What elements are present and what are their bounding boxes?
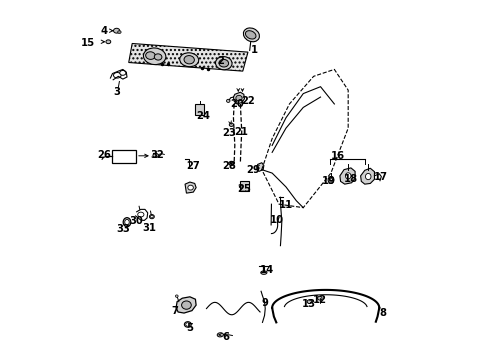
- Ellipse shape: [260, 271, 266, 274]
- Ellipse shape: [317, 296, 322, 300]
- Ellipse shape: [235, 95, 242, 101]
- Text: 21: 21: [234, 127, 247, 137]
- Ellipse shape: [219, 59, 228, 67]
- Text: 16: 16: [330, 151, 344, 161]
- Polygon shape: [128, 44, 247, 71]
- Ellipse shape: [175, 295, 178, 297]
- Ellipse shape: [120, 71, 126, 75]
- Ellipse shape: [124, 219, 129, 225]
- Ellipse shape: [185, 323, 189, 326]
- Text: 5: 5: [185, 323, 192, 333]
- Polygon shape: [360, 168, 374, 184]
- Ellipse shape: [106, 40, 110, 44]
- Ellipse shape: [187, 185, 193, 190]
- Text: 15: 15: [81, 39, 95, 49]
- Ellipse shape: [365, 174, 370, 180]
- Polygon shape: [184, 182, 196, 193]
- Ellipse shape: [154, 54, 162, 60]
- Ellipse shape: [329, 178, 332, 182]
- Ellipse shape: [180, 53, 198, 67]
- Text: 32: 32: [150, 150, 164, 160]
- Bar: [195, 104, 203, 115]
- Text: 7: 7: [171, 306, 178, 316]
- Bar: [240, 181, 249, 191]
- Text: 13: 13: [301, 300, 315, 309]
- Polygon shape: [256, 163, 264, 171]
- Ellipse shape: [150, 215, 153, 218]
- Text: 20: 20: [230, 99, 244, 109]
- Bar: [112, 150, 136, 163]
- Polygon shape: [233, 92, 244, 104]
- Text: 30: 30: [129, 216, 143, 226]
- Ellipse shape: [245, 31, 255, 39]
- Text: 25: 25: [236, 184, 250, 194]
- Ellipse shape: [118, 31, 121, 33]
- Ellipse shape: [184, 322, 191, 327]
- Text: 4: 4: [101, 26, 108, 36]
- Text: 26: 26: [98, 150, 111, 160]
- Text: 12: 12: [312, 295, 326, 305]
- Ellipse shape: [243, 28, 259, 42]
- Text: 33: 33: [116, 224, 129, 234]
- Text: 17: 17: [373, 172, 387, 181]
- Ellipse shape: [215, 57, 232, 70]
- Ellipse shape: [345, 173, 350, 179]
- Ellipse shape: [181, 301, 191, 309]
- Ellipse shape: [113, 72, 121, 78]
- Text: 31: 31: [142, 224, 156, 233]
- Ellipse shape: [217, 333, 223, 337]
- Polygon shape: [339, 168, 354, 184]
- Ellipse shape: [113, 28, 120, 33]
- Text: 28: 28: [222, 161, 236, 171]
- Text: 8: 8: [379, 308, 386, 318]
- Text: 27: 27: [185, 161, 199, 171]
- Text: 22: 22: [241, 95, 254, 105]
- Text: 2: 2: [216, 56, 224, 66]
- Text: 14: 14: [259, 265, 274, 275]
- Text: 3: 3: [113, 87, 120, 97]
- Text: 29: 29: [246, 165, 260, 175]
- Text: 18: 18: [343, 174, 357, 184]
- Ellipse shape: [149, 215, 154, 219]
- Text: 24: 24: [196, 111, 210, 121]
- Ellipse shape: [306, 300, 311, 303]
- Ellipse shape: [145, 52, 155, 59]
- Ellipse shape: [327, 176, 333, 184]
- Ellipse shape: [229, 123, 233, 126]
- Ellipse shape: [138, 212, 143, 217]
- Ellipse shape: [228, 161, 233, 166]
- Text: 10: 10: [269, 215, 283, 225]
- Text: 9: 9: [261, 298, 268, 308]
- Text: 1: 1: [251, 45, 258, 55]
- Ellipse shape: [123, 218, 130, 227]
- Ellipse shape: [226, 99, 229, 102]
- Text: 19: 19: [322, 176, 335, 186]
- Polygon shape: [176, 297, 196, 313]
- Ellipse shape: [183, 55, 194, 64]
- Text: 11: 11: [278, 200, 292, 210]
- Text: 6: 6: [222, 332, 228, 342]
- Text: 23: 23: [222, 129, 235, 138]
- Ellipse shape: [143, 48, 165, 64]
- Ellipse shape: [153, 153, 158, 158]
